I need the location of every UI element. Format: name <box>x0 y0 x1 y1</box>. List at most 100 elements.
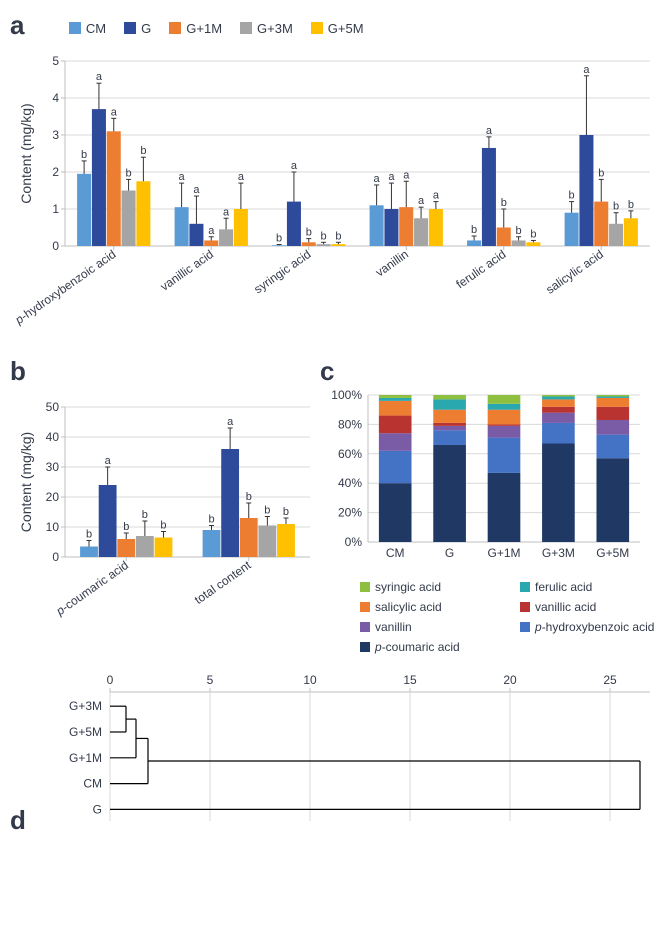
svg-text:a: a <box>291 160 298 172</box>
svg-text:80%: 80% <box>338 417 362 431</box>
svg-text:20%: 20% <box>338 506 362 520</box>
chart-c: 0% 20% 40% 60% 80% 100% CM G G+1M G+3M G+5M <box>320 387 650 567</box>
svg-text:a: a <box>179 171 186 183</box>
svg-text:10: 10 <box>304 674 318 687</box>
svg-text:b: b <box>598 167 604 179</box>
svg-text:b: b <box>123 521 129 533</box>
svg-text:20: 20 <box>504 674 518 687</box>
svg-text:b: b <box>569 190 575 202</box>
svg-text:10: 10 <box>46 520 60 534</box>
svg-text:b: b <box>628 199 634 211</box>
svg-text:G: G <box>445 546 454 560</box>
panel-c: c 0%20%40%60%80%100%CMGG+1MG+3MG+5M syri… <box>320 356 660 654</box>
legend-item: G+3M <box>240 21 293 36</box>
legend-c-item: salicylic acid <box>360 600 510 614</box>
svg-text:b: b <box>264 505 270 517</box>
legend-item: G+5M <box>311 21 364 36</box>
svg-text:G+3M: G+3M <box>69 699 102 713</box>
svg-text:G+5M: G+5M <box>69 725 102 739</box>
svg-text:vanillin: vanillin <box>373 247 411 280</box>
svg-text:b: b <box>516 225 522 237</box>
svg-text:20: 20 <box>46 490 60 504</box>
svg-text:b: b <box>276 233 282 245</box>
svg-text:b: b <box>81 149 87 161</box>
svg-text:1: 1 <box>52 202 59 216</box>
main-legend: CMGG+1MG+3MG+5M <box>69 21 382 40</box>
svg-text:total content: total content <box>192 558 254 607</box>
svg-text:100%: 100% <box>331 388 362 402</box>
svg-text:60%: 60% <box>338 447 362 461</box>
svg-text:a: a <box>111 106 118 118</box>
svg-text:a: a <box>418 195 425 207</box>
svg-text:b: b <box>530 228 536 240</box>
svg-text:15: 15 <box>404 674 418 687</box>
svg-text:CM: CM <box>386 546 405 560</box>
legend-c-item: syringic acid <box>360 580 510 594</box>
chart-a: 012345Content (mg/kg)baabbp-hydroxybenzo… <box>10 41 660 341</box>
legend-c-item: vanillin <box>360 620 510 634</box>
svg-text:25: 25 <box>604 674 618 687</box>
legend-item: CM <box>69 21 106 36</box>
svg-text:p-hydroxybenzoic acid: p-hydroxybenzoic acid <box>12 247 119 328</box>
svg-text:b: b <box>160 520 166 532</box>
svg-text:30: 30 <box>46 460 60 474</box>
legend-c-item: ferulic acid <box>520 580 670 594</box>
svg-text:b: b <box>613 201 619 213</box>
svg-text:50: 50 <box>46 400 60 414</box>
svg-text:b: b <box>321 230 327 242</box>
legend-c-item: p-hydroxybenzoic acid <box>520 620 670 634</box>
svg-text:CM: CM <box>84 777 103 791</box>
svg-text:a: a <box>223 206 230 218</box>
svg-text:a: a <box>227 416 234 428</box>
svg-text:b: b <box>501 197 507 209</box>
legend-c-item: p-coumaric acid <box>360 640 510 654</box>
panel-d-label: d <box>10 805 26 835</box>
svg-text:G+1M: G+1M <box>69 751 102 765</box>
svg-text:b: b <box>140 145 146 157</box>
svg-text:0%: 0% <box>345 535 363 549</box>
legend-c-item <box>520 640 670 654</box>
panel-a: a CMGG+1MG+3MG+5M 012345Content (mg/kg)b… <box>10 10 671 346</box>
svg-text:G: G <box>93 802 102 816</box>
svg-text:G+5M: G+5M <box>596 546 629 560</box>
legend-item: G <box>124 21 151 36</box>
panel-d: d 0510152025G+3MG+5MG+1MCMG <box>10 674 671 836</box>
svg-text:ferulic acid: ferulic acid <box>453 247 508 291</box>
svg-text:4: 4 <box>52 91 59 105</box>
svg-text:syringic acid: syringic acid <box>251 247 313 296</box>
svg-text:2: 2 <box>52 165 59 179</box>
svg-text:a: a <box>105 455 112 467</box>
svg-text:p-coumaric acid: p-coumaric acid <box>53 558 131 619</box>
svg-text:a: a <box>486 125 493 137</box>
panel-c-legend: syringic acidferulic acidsalicylic acidv… <box>360 580 660 654</box>
svg-text:b: b <box>208 514 214 526</box>
svg-text:salicylic acid: salicylic acid <box>543 247 606 297</box>
svg-text:Content (mg/kg): Content (mg/kg) <box>18 103 34 203</box>
svg-text:b: b <box>306 227 312 239</box>
panel-a-label: a <box>10 10 24 40</box>
svg-text:G+1M: G+1M <box>487 546 520 560</box>
svg-text:b: b <box>86 529 92 541</box>
svg-text:a: a <box>193 184 200 196</box>
svg-text:40%: 40% <box>338 476 362 490</box>
svg-text:a: a <box>433 190 440 202</box>
panel-b-label: b <box>10 356 26 386</box>
svg-text:b: b <box>126 167 132 179</box>
svg-text:a: a <box>238 171 245 183</box>
svg-text:b: b <box>246 491 252 503</box>
svg-text:a: a <box>583 64 590 76</box>
svg-text:40: 40 <box>46 430 60 444</box>
chart-b: 01020304050Content (mg/kg)babbbp-coumari… <box>10 387 320 627</box>
legend-c-item: vanillic acid <box>520 600 670 614</box>
svg-text:3: 3 <box>52 128 59 142</box>
svg-text:a: a <box>208 225 215 237</box>
svg-text:b: b <box>283 506 289 518</box>
panel-b: b 01020304050Content (mg/kg)babbbp-couma… <box>10 356 320 632</box>
svg-text:vanillic acid: vanillic acid <box>158 247 216 294</box>
chart-d-dendrogram: 0510152025G+3MG+5MG+1MCMG <box>30 674 670 829</box>
svg-text:G+3M: G+3M <box>542 546 575 560</box>
svg-text:5: 5 <box>207 674 214 687</box>
svg-text:a: a <box>96 71 103 83</box>
svg-text:b: b <box>142 509 148 521</box>
svg-text:0: 0 <box>52 550 59 564</box>
